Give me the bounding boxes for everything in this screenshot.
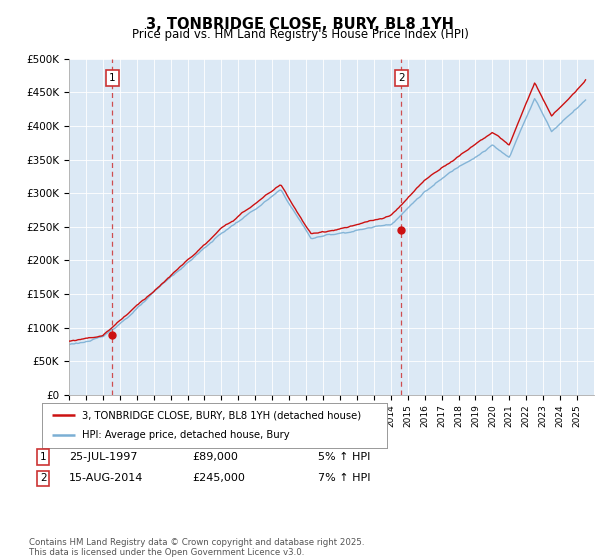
Text: 1: 1: [40, 452, 47, 462]
Text: 2: 2: [40, 473, 47, 483]
Text: £245,000: £245,000: [192, 473, 245, 483]
Text: 5% ↑ HPI: 5% ↑ HPI: [318, 452, 370, 462]
Text: 2: 2: [398, 73, 404, 83]
Text: 3, TONBRIDGE CLOSE, BURY, BL8 1YH: 3, TONBRIDGE CLOSE, BURY, BL8 1YH: [146, 17, 454, 32]
Text: 25-JUL-1997: 25-JUL-1997: [69, 452, 137, 462]
Text: 3, TONBRIDGE CLOSE, BURY, BL8 1YH (detached house): 3, TONBRIDGE CLOSE, BURY, BL8 1YH (detac…: [82, 410, 361, 421]
Text: Price paid vs. HM Land Registry's House Price Index (HPI): Price paid vs. HM Land Registry's House …: [131, 28, 469, 41]
Text: 15-AUG-2014: 15-AUG-2014: [69, 473, 143, 483]
Text: Contains HM Land Registry data © Crown copyright and database right 2025.
This d: Contains HM Land Registry data © Crown c…: [29, 538, 364, 557]
Text: HPI: Average price, detached house, Bury: HPI: Average price, detached house, Bury: [82, 431, 289, 441]
Text: 1: 1: [109, 73, 116, 83]
Text: 7% ↑ HPI: 7% ↑ HPI: [318, 473, 371, 483]
Text: £89,000: £89,000: [192, 452, 238, 462]
